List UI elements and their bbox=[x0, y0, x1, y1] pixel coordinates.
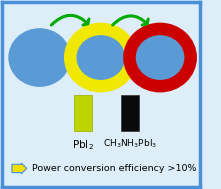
Text: PbI$_2$: PbI$_2$ bbox=[72, 138, 94, 152]
Bar bbox=[74, 94, 92, 132]
Text: Power conversion efficiency >10%: Power conversion efficiency >10% bbox=[29, 164, 196, 173]
Circle shape bbox=[70, 29, 131, 86]
FancyArrow shape bbox=[12, 163, 27, 174]
Text: CH$_3$NH$_3$PbI$_3$: CH$_3$NH$_3$PbI$_3$ bbox=[103, 138, 157, 150]
Circle shape bbox=[130, 29, 191, 86]
Bar bbox=[121, 94, 139, 132]
Circle shape bbox=[9, 29, 70, 86]
